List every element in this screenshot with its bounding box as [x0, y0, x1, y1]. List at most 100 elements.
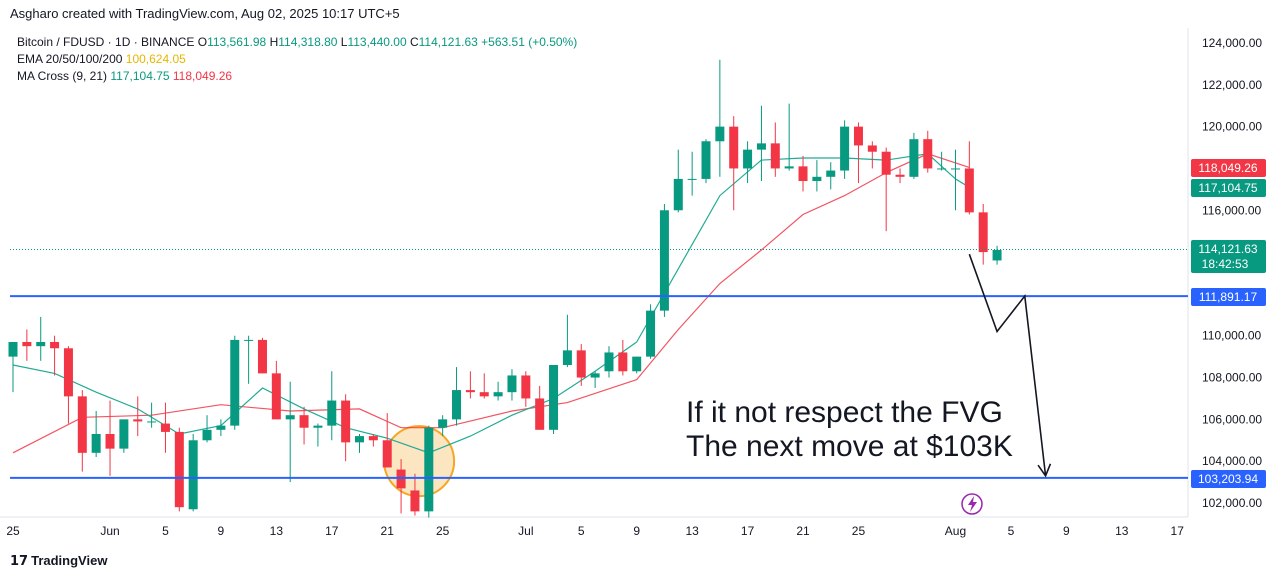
ma-cross-label[interactable]: MA Cross (9, 21) — [17, 69, 108, 83]
ema-label[interactable]: EMA 20/50/100/200 — [17, 52, 123, 66]
level-high-price-tag — [1191, 288, 1266, 306]
candle-body — [479, 392, 489, 397]
x-tick-label: 17 — [325, 524, 339, 538]
candle-body — [590, 373, 600, 378]
symbol-name[interactable]: Bitcoin / FDUSD · 1D · BINANCE — [17, 35, 195, 49]
x-tick-label: 13 — [685, 524, 699, 538]
candle-body — [646, 310, 656, 357]
candle-body — [604, 352, 614, 372]
bar-countdown-text: 18:42:53 — [1202, 257, 1249, 271]
annotation-text[interactable]: If it not respect the FVG The next move … — [686, 396, 1013, 463]
close-value: 114,121.63 — [418, 35, 478, 49]
high-value: 114,318.80 — [278, 35, 338, 49]
y-tick-label: 116,000.00 — [1202, 203, 1261, 217]
candle-body — [216, 425, 226, 430]
open-value: 113,561.98 — [207, 35, 267, 49]
candle-body — [36, 342, 46, 347]
candle-body — [950, 168, 960, 170]
candle-body — [202, 429, 212, 441]
ema-row[interactable]: EMA 20/50/100/200 100,624.05 — [17, 51, 577, 68]
x-tick-label: Jun — [100, 524, 119, 538]
candle-body — [160, 423, 170, 432]
candle-body — [493, 392, 503, 397]
candle-body — [8, 342, 18, 357]
fvg-layer — [383, 425, 456, 498]
candle-body — [701, 141, 711, 179]
candle-body — [424, 427, 434, 512]
tradingview-footer[interactable]: 17 TradingView — [10, 553, 107, 569]
y-tick-label: 124,000.00 — [1202, 36, 1262, 50]
candle-body — [341, 400, 351, 443]
projection-path[interactable] — [968, 253, 1052, 478]
ma-slow-line — [12, 153, 970, 454]
candle-body — [438, 419, 448, 428]
x-tick-label: Aug — [945, 524, 966, 538]
candle-body — [133, 419, 143, 422]
close-label: C — [409, 35, 419, 49]
projection-line[interactable] — [968, 253, 1047, 476]
candle-body — [230, 339, 240, 426]
candle-body — [923, 139, 933, 169]
y-tick-label: 122,000.00 — [1202, 78, 1262, 92]
candle-body — [770, 143, 780, 169]
last-price-tag — [1191, 240, 1266, 273]
ma-slow-price-tag — [1191, 159, 1266, 177]
x-tick-label: 25 — [6, 524, 20, 538]
symbol-row[interactable]: Bitcoin / FDUSD · 1D · BINANCE O113,561.… — [17, 34, 577, 51]
candle-body — [909, 139, 919, 177]
candle-body — [50, 342, 60, 349]
horizontal-levels — [10, 249, 1188, 479]
candle-body — [368, 436, 378, 441]
chart-legend: Bitcoin / FDUSD · 1D · BINANCE O113,561.… — [17, 34, 577, 85]
candle-body — [549, 365, 559, 430]
x-tick-label: 9 — [1063, 524, 1070, 538]
last-price-text: 114,121.63 — [1198, 242, 1257, 256]
candle-body — [188, 440, 198, 510]
candle-body — [937, 168, 947, 170]
candle-body — [729, 126, 739, 169]
y-tick-label: 120,000.00 — [1202, 120, 1262, 134]
candle-body — [812, 176, 822, 181]
candle-body — [576, 350, 586, 378]
candle-body — [77, 396, 87, 453]
candle-body — [465, 390, 475, 393]
ema-value: 100,624.05 — [125, 52, 186, 66]
candle-body — [244, 339, 254, 341]
low-value: 113,440.00 — [347, 35, 407, 49]
candle-body — [715, 126, 725, 142]
candle-body — [382, 440, 392, 468]
high-label: H — [269, 35, 279, 49]
level-low-price-text: 103,203.94 — [1198, 472, 1258, 486]
x-tick-label: 13 — [270, 524, 284, 538]
candle-body — [521, 375, 531, 399]
candle-body — [687, 178, 697, 180]
fvg-highlight-circle — [383, 425, 456, 498]
x-tick-label: 17 — [741, 524, 755, 538]
projection-arrowhead — [1037, 463, 1052, 478]
ma-cross-row[interactable]: MA Cross (9, 21) 117,104.75 118,049.26 — [17, 68, 577, 85]
candle-body — [784, 166, 794, 169]
x-tick-label: 9 — [633, 524, 640, 538]
candle-body — [562, 350, 572, 365]
x-tick-label: 13 — [1115, 524, 1129, 538]
x-tick-label: 17 — [1171, 524, 1185, 538]
candle-body — [840, 126, 850, 171]
y-tick-label: 108,000.00 — [1202, 371, 1262, 385]
candle-body — [271, 373, 281, 420]
candle-body — [299, 415, 309, 428]
candle-body — [867, 145, 877, 152]
candle-body — [673, 178, 683, 211]
lightning-icon[interactable] — [961, 493, 983, 515]
candle-body — [826, 170, 836, 177]
candle-body — [327, 400, 337, 426]
candle-body — [618, 352, 628, 372]
annotation-line-2: The next move at $103K — [686, 430, 1013, 463]
candle-body — [257, 339, 267, 374]
x-tick-label: 5 — [162, 524, 169, 538]
y-tick-label: 102,000.00 — [1202, 496, 1262, 510]
x-tick-label: 5 — [578, 524, 585, 538]
x-tick-label: 9 — [218, 524, 225, 538]
y-tick-label: 104,000.00 — [1202, 454, 1262, 468]
chart-header: Asgharo created with TradingView.com, Au… — [10, 6, 400, 21]
